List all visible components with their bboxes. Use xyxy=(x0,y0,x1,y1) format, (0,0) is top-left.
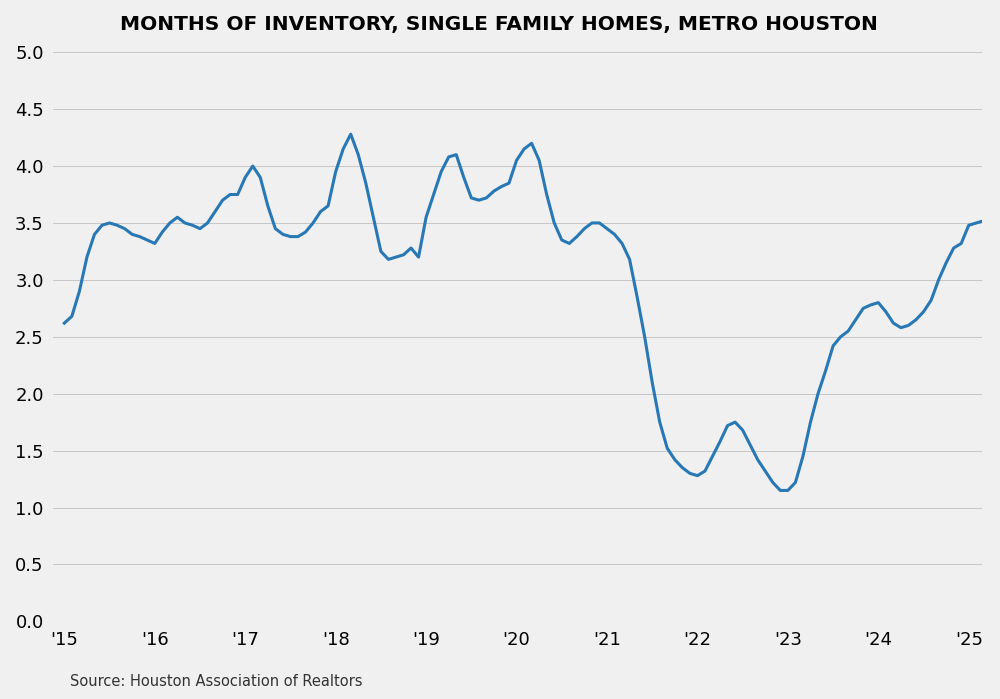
Title: MONTHS OF INVENTORY, SINGLE FAMILY HOMES, METRO HOUSTON: MONTHS OF INVENTORY, SINGLE FAMILY HOMES… xyxy=(120,15,878,34)
Text: Source: Houston Association of Realtors: Source: Houston Association of Realtors xyxy=(70,675,362,689)
